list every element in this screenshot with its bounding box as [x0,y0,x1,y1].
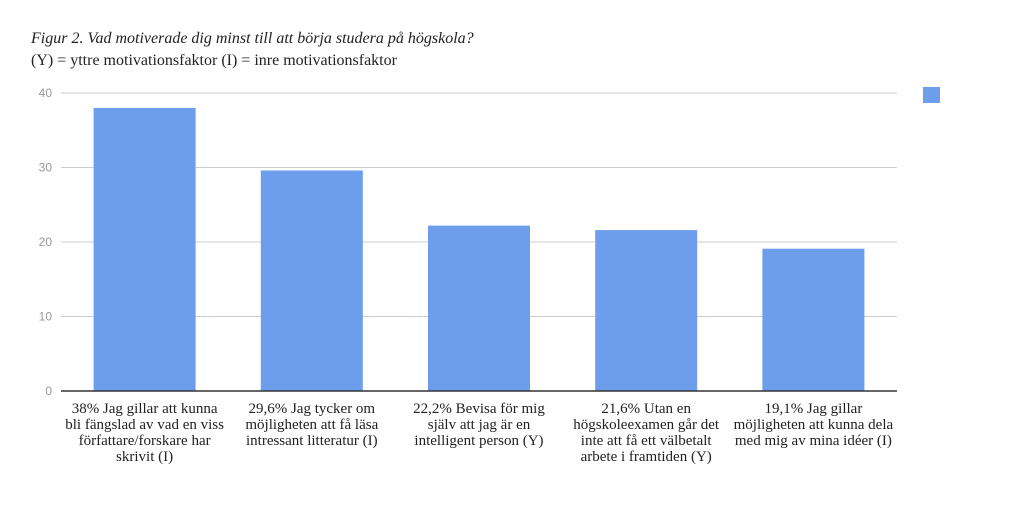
category-label: 22,2% Bevisa för mig själv att jag är en… [413,401,545,449]
y-tick-label: 0 [45,384,52,398]
category-label: 21,6% Utan en högskoleexamen går det int… [573,401,720,465]
bar [428,225,530,391]
bar [762,248,865,391]
y-tick-label: 20 [39,235,53,249]
category-label: 38% Jag gillar att kunna bli fängslad av… [65,401,224,465]
bar [595,230,698,391]
category-label: 29,6% Jag tycker om möjligheten att få l… [245,401,379,449]
bar [93,107,196,392]
category-label: 19,1% Jag gillar möjligheten att kunna d… [733,401,894,449]
legend-swatch [923,87,940,103]
chart-title: Figur 2. Vad motiverade dig minst till a… [31,30,474,47]
bar [260,170,363,391]
y-tick-label: 30 [39,161,53,175]
y-tick-label: 40 [39,86,53,100]
chart-subtitle: (Y) = yttre motivationsfaktor (I) = inre… [31,52,397,69]
y-tick-label: 10 [39,310,53,324]
